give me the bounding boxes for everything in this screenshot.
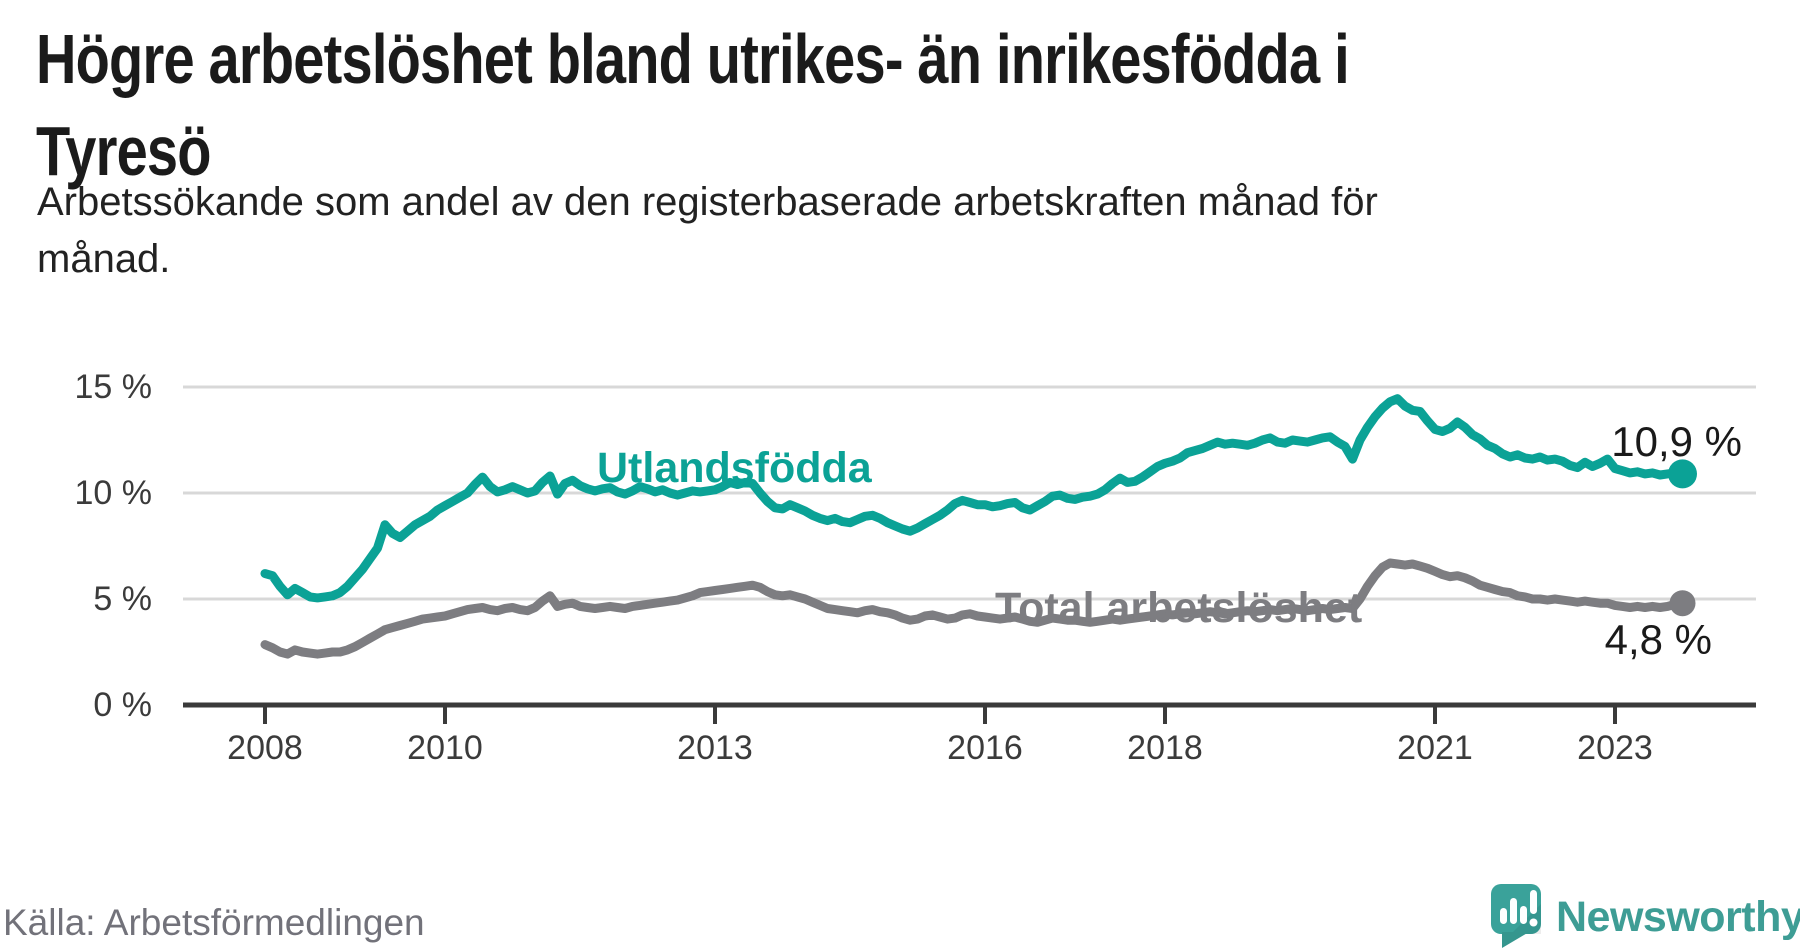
x-axis-tick-label: 2010 bbox=[407, 729, 483, 767]
series-end-dot-total bbox=[1669, 590, 1696, 617]
source-note: Källa: Arbetsförmedlingen bbox=[3, 902, 425, 943]
y-axis-tick-label: 0 % bbox=[93, 686, 152, 724]
y-axis-tick-label: 10 % bbox=[74, 474, 153, 512]
series-label-utlandsfodda: Utlandsfödda bbox=[597, 444, 872, 492]
x-axis-tick-label: 2016 bbox=[947, 729, 1023, 767]
brand-name: Newsworthy bbox=[1556, 893, 1800, 941]
x-axis-tick-label: 2023 bbox=[1577, 729, 1653, 767]
x-axis-tick-label: 2021 bbox=[1397, 729, 1473, 767]
x-axis-tick-label: 2013 bbox=[677, 729, 753, 767]
series-line-total bbox=[260, 558, 1687, 659]
chart-subtitle: Arbetssökande som andel av den registerb… bbox=[37, 180, 1378, 281]
newsworthy-icon bbox=[1491, 884, 1541, 948]
series-line-utlandsfodda bbox=[260, 394, 1687, 603]
series-end-dot-utlandsfodda bbox=[1668, 459, 1697, 489]
x-axis-tick-label: 2008 bbox=[227, 729, 303, 767]
end-value-label-total: 4,8 % bbox=[1604, 616, 1712, 663]
y-axis-tick-label: 5 % bbox=[93, 580, 152, 618]
end-value-label-utlandsfodda: 10,9 % bbox=[1611, 418, 1742, 465]
y-axis-tick-label: 15 % bbox=[74, 368, 153, 406]
x-axis-tick-label: 2018 bbox=[1127, 729, 1203, 767]
brand-logo[interactable]: Newsworthy bbox=[1491, 884, 1800, 948]
page-title: Högre arbetslöshet bland utrikes- än inr… bbox=[36, 20, 1350, 190]
series-label-total-arbetsloshet: Total arbetslöshet bbox=[995, 584, 1363, 632]
